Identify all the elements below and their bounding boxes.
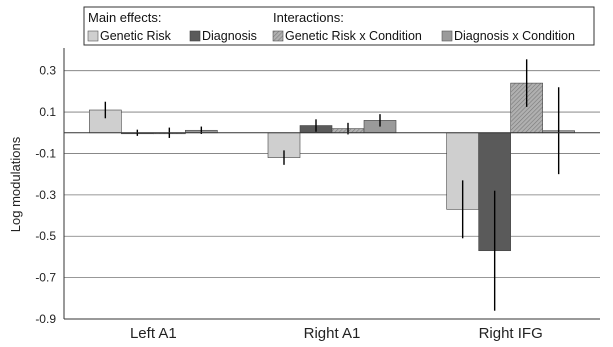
bars (89, 82, 575, 252)
y-tick-label: -0.9 (35, 312, 56, 326)
legend-heading-interactions: Interactions: (273, 10, 344, 25)
legend-swatch-genetic-risk (87, 30, 99, 42)
legend-box (83, 6, 595, 46)
legend-swatch-genetic-risk-x-condition (272, 30, 284, 42)
x-category-label-right-a1: Right A1 (304, 325, 361, 342)
y-tick-label: -0.3 (35, 188, 56, 202)
legend: Main effects: Interactions: Genetic Risk… (83, 6, 595, 46)
y-tick-label: 0.3 (39, 64, 56, 78)
x-category-label-right-ifg: Right IFG (479, 325, 543, 342)
y-axis-title: Log modulations (8, 136, 23, 232)
legend-heading-main-effects: Main effects: (88, 10, 161, 25)
grid-lines (64, 70, 600, 320)
y-tick-label: -0.1 (35, 146, 56, 160)
error-bars (104, 59, 560, 311)
legend-swatch-diagnosis (189, 30, 201, 42)
axes: -0.9 -0.7 -0.5 -0.3 -0.1 0.1 0.3 Left A1 Right A… (35, 48, 600, 342)
legend-swatch-diagnosis-x-condition (441, 30, 453, 42)
legend-label-genetic-risk-x-condition: Genetic Risk x Condition (285, 29, 422, 43)
y-tick-label: -0.5 (35, 229, 56, 243)
legend-label-diagnosis: Diagnosis (202, 29, 257, 43)
y-tick-label: -0.7 (35, 271, 56, 285)
legend-label-genetic-risk: Genetic Risk (100, 29, 172, 43)
x-category-label-left-a1: Left A1 (130, 325, 177, 342)
legend-label-diagnosis-x-condition: Diagnosis x Condition (454, 29, 575, 43)
y-tick-label: 0.1 (39, 105, 56, 119)
